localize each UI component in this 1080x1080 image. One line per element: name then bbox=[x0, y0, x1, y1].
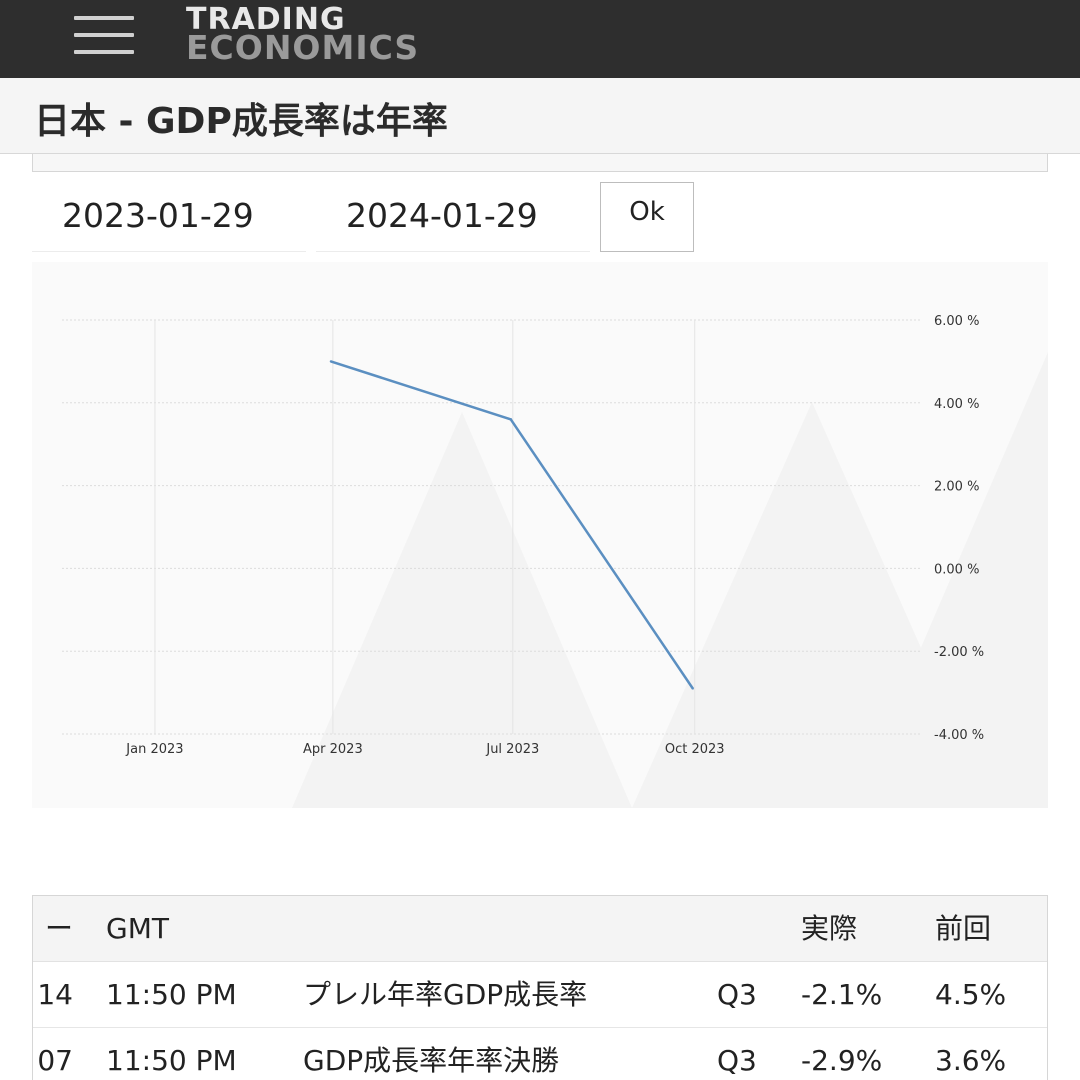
row-previous: 4.5% bbox=[935, 978, 1007, 1011]
x-tick-label: Oct 2023 bbox=[665, 742, 725, 757]
trading-economics-logo[interactable]: TRADING ECONOMICS bbox=[186, 2, 420, 67]
row-reference: Q3 bbox=[717, 1044, 757, 1077]
start-date-input[interactable]: 2023-01-29 bbox=[32, 182, 306, 252]
top-navigation-bar: TRADING ECONOMICS bbox=[0, 0, 1080, 78]
data-point[interactable] bbox=[509, 418, 513, 421]
y-tick-label: -2.00 % bbox=[934, 645, 984, 660]
header-actual: 実際 bbox=[801, 912, 858, 945]
x-tick-label: Jul 2023 bbox=[485, 742, 539, 757]
x-tick-label: Jan 2023 bbox=[125, 742, 183, 757]
row-event[interactable]: GDP成長率年率決勝 bbox=[303, 1044, 560, 1077]
hamburger-menu-icon[interactable] bbox=[74, 16, 134, 54]
economic-calendar-table: ー GMT 実際 前回 14 11:50 PM プレル年率GDP成長率 Q3 -… bbox=[32, 895, 1048, 1080]
data-point[interactable] bbox=[329, 360, 333, 363]
y-tick-label: 0.00 % bbox=[934, 562, 979, 577]
gdp-chart: 6.00 % 4.00 % 2.00 % 0.00 % -2.00 % -4.00 % Ja… bbox=[32, 262, 1048, 808]
watermark-shape bbox=[852, 352, 1048, 808]
watermark-shape bbox=[292, 412, 632, 808]
calendar-row[interactable]: 07 11:50 PM GDP成長率年率決勝 Q3 -2.9% 3.6% bbox=[33, 1028, 1047, 1080]
calendar-row[interactable]: 14 11:50 PM プレル年率GDP成長率 Q3 -2.1% 4.5% bbox=[33, 962, 1047, 1028]
logo-line-1: TRADING bbox=[186, 2, 346, 37]
header-time: GMT bbox=[106, 912, 169, 945]
header-date: ー bbox=[44, 912, 73, 945]
row-time: 11:50 PM bbox=[106, 978, 237, 1011]
ok-button[interactable]: Ok bbox=[600, 182, 694, 252]
y-tick-label: -4.00 % bbox=[934, 728, 984, 743]
row-event[interactable]: プレル年率GDP成長率 bbox=[303, 978, 588, 1011]
end-date-input[interactable]: 2024-01-29 bbox=[316, 182, 590, 252]
page-title: 日本 - GDP成長率は年率 bbox=[34, 101, 448, 142]
y-tick-label: 6.00 % bbox=[934, 314, 979, 329]
row-actual: -2.1% bbox=[801, 978, 883, 1011]
row-time: 11:50 PM bbox=[106, 1044, 237, 1077]
title-bar: 日本 - GDP成長率は年率 bbox=[0, 78, 1080, 154]
row-actual: -2.9% bbox=[801, 1044, 883, 1077]
x-tick-label: Apr 2023 bbox=[303, 742, 363, 757]
row-reference: Q3 bbox=[717, 978, 757, 1011]
logo-line-2: ECONOMICS bbox=[186, 28, 420, 67]
panel-edge bbox=[32, 154, 1048, 172]
row-previous: 3.6% bbox=[935, 1044, 1007, 1077]
header-previous: 前回 bbox=[935, 912, 992, 945]
row-date: 14 bbox=[37, 978, 73, 1011]
y-tick-label: 2.00 % bbox=[934, 480, 979, 495]
data-point[interactable] bbox=[691, 687, 694, 690]
calendar-header-row: ー GMT 実際 前回 bbox=[33, 896, 1047, 962]
y-tick-label: 4.00 % bbox=[934, 397, 979, 412]
row-date: 07 bbox=[37, 1044, 73, 1077]
gdp-line-chart: 6.00 % 4.00 % 2.00 % 0.00 % -2.00 % -4.00 % Ja… bbox=[62, 314, 1048, 808]
